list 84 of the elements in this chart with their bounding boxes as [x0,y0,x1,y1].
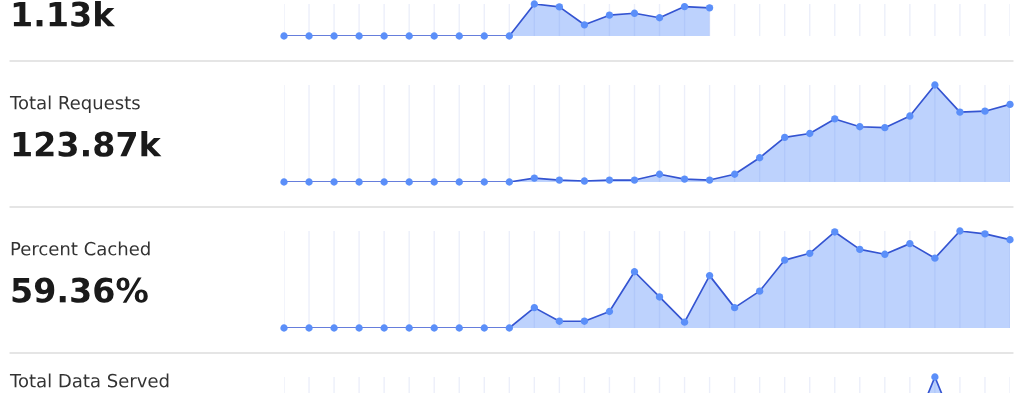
point [655,170,664,178]
point [605,176,614,184]
point [630,176,639,184]
point [355,178,363,186]
point [630,9,639,17]
point [405,324,413,332]
point [680,2,689,11]
point [580,317,589,325]
point [680,318,689,326]
point [455,324,463,332]
point [781,256,789,264]
point [380,32,388,40]
point [680,175,689,183]
point [705,4,714,12]
point [831,115,839,123]
point [730,303,739,312]
point [755,154,764,162]
point [430,324,438,332]
point [806,249,814,257]
point [530,303,539,312]
point [455,32,463,40]
point [881,250,889,258]
point [981,107,989,115]
point [705,271,714,280]
point [380,324,388,332]
point [906,239,914,248]
point [405,32,413,40]
text: 59.36% [12,277,148,303]
point [856,123,864,131]
point [480,178,488,186]
point [330,324,338,332]
point [605,307,614,316]
point [956,108,964,116]
point [806,129,814,138]
y-axis-title: Total Data Served [9,373,169,388]
point [655,293,664,301]
point [505,324,513,332]
text: 123.87k [13,131,162,157]
point [605,11,614,19]
point [330,178,338,186]
point [355,32,363,40]
point [380,178,388,186]
point [280,324,288,332]
point [931,81,939,89]
point [530,174,539,182]
point [555,317,564,325]
point [906,112,914,120]
point [831,228,839,236]
point [580,177,589,185]
point [781,133,789,142]
point [330,32,338,40]
point [1006,100,1014,109]
point [655,14,664,22]
point [981,230,989,238]
point [956,227,964,235]
point [505,32,513,40]
chart-subtitle: 1.13k [13,1,116,27]
point [280,32,288,40]
y-axis-title: Total Requests [9,95,140,113]
point [280,178,288,186]
point [755,287,764,295]
point [630,268,639,276]
point [405,178,413,186]
point [530,0,539,8]
point [430,178,438,186]
point [505,178,513,186]
point [856,245,864,254]
point [555,3,564,11]
point [430,32,438,40]
point [580,21,589,29]
point [455,178,463,186]
point [881,124,889,132]
point [705,176,714,184]
point [730,170,739,178]
point [355,324,363,332]
point [305,178,313,186]
point [1006,236,1014,244]
point [305,32,313,40]
point [480,324,488,332]
y-axis-title: Percent Cached [11,241,150,256]
point [555,176,564,184]
point [931,254,939,262]
point [305,324,313,332]
point [480,32,488,40]
